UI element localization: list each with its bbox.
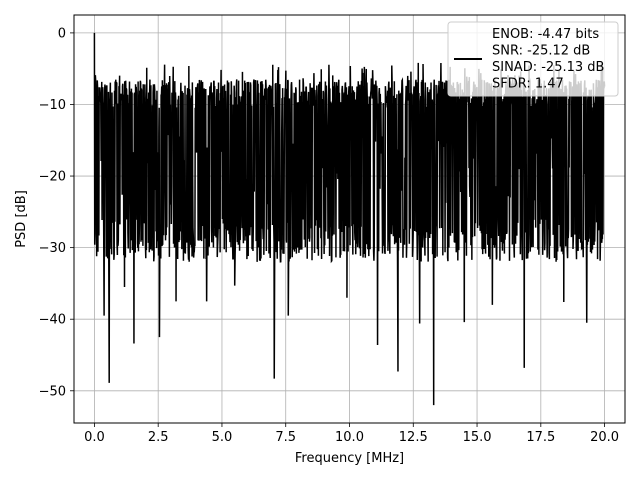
y-tick-label: −10 <box>39 98 66 113</box>
x-tick-label: 20.0 <box>590 430 619 445</box>
legend-entry-snr: SNR: -25.12 dB <box>492 44 590 59</box>
x-tick-label: 0.0 <box>84 430 105 445</box>
x-tick-label: 5.0 <box>212 430 233 445</box>
y-tick-label: −50 <box>39 384 66 399</box>
x-tick-label: 15.0 <box>463 430 492 445</box>
legend-entry-sinad: SINAD: -25.13 dB <box>492 60 604 75</box>
y-tick-label: −20 <box>39 170 66 185</box>
y-tick-label: −30 <box>39 241 66 256</box>
psd-line <box>93 32 606 406</box>
y-axis-label: PSD [dB] <box>14 190 29 248</box>
legend-box <box>447 21 619 97</box>
x-tick-label: 12.5 <box>399 430 428 445</box>
psd-trace <box>93 32 606 406</box>
axis-ticks: 0.0 2.5 5.0 7.5 10.0 12.5 15.0 17.5 20.0 0 −10 −20 −… <box>39 26 620 445</box>
legend-entry-sfdr: SFDR: 1.47 <box>492 77 564 92</box>
legend: ENOB: -4.47 bits SNR: -25.12 dB SINAD: -… <box>447 21 619 97</box>
legend-entry-enob: ENOB: -4.47 bits <box>492 27 599 42</box>
x-tick-label: 7.5 <box>275 430 296 445</box>
y-tick-label: −40 <box>39 313 66 328</box>
x-tick-label: 17.5 <box>526 430 555 445</box>
x-tick-label: 2.5 <box>148 430 169 445</box>
x-tick-label: 10.0 <box>335 430 364 445</box>
x-axis-label: Frequency [MHz] <box>295 451 404 466</box>
y-tick-label: 0 <box>58 26 66 41</box>
